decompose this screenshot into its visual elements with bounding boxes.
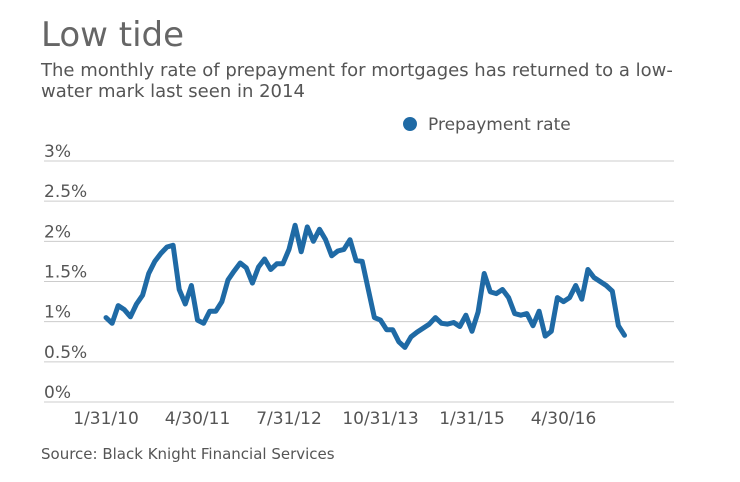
y-tick-label: 1% (44, 303, 71, 323)
x-tick-label: 1/31/15 (439, 409, 505, 429)
y-tick-label: 0.5% (44, 343, 87, 363)
chart-title: Low tide (41, 15, 185, 55)
y-tick-label: 3% (44, 142, 71, 162)
y-tick-label: 1.5% (44, 263, 87, 283)
source-note: Source: Black Knight Financial Services (41, 445, 335, 463)
x-tick-label: 7/31/12 (256, 409, 322, 429)
y-tick-label: 2% (44, 222, 71, 242)
x-tick-label: 4/30/11 (165, 409, 231, 429)
x-tick-label: 4/30/16 (531, 409, 597, 429)
legend-label-prepayment-rate: Prepayment rate (428, 115, 571, 135)
chart-subtitle: The monthly rate of prepayment for mortg… (41, 60, 673, 102)
series-line-prepayment-rate (103, 222, 627, 350)
x-axis-ticks: 1/31/10 4/30/11 7/31/12 10/31/13 1/31/15 4/30… (73, 409, 596, 429)
legend-marker-prepayment-rate (403, 117, 417, 131)
plot-area (103, 222, 627, 350)
legend: Prepayment rate (403, 115, 571, 135)
y-axis-ticks: 0% 0.5% 1% 1.5% 2% 2.5% 3% (44, 142, 87, 403)
grid-lines (44, 160, 674, 403)
x-tick-label: 10/31/13 (342, 409, 418, 429)
x-tick-label: 1/31/10 (73, 409, 139, 429)
y-tick-label: 0% (44, 383, 71, 403)
y-tick-label: 2.5% (44, 182, 87, 202)
